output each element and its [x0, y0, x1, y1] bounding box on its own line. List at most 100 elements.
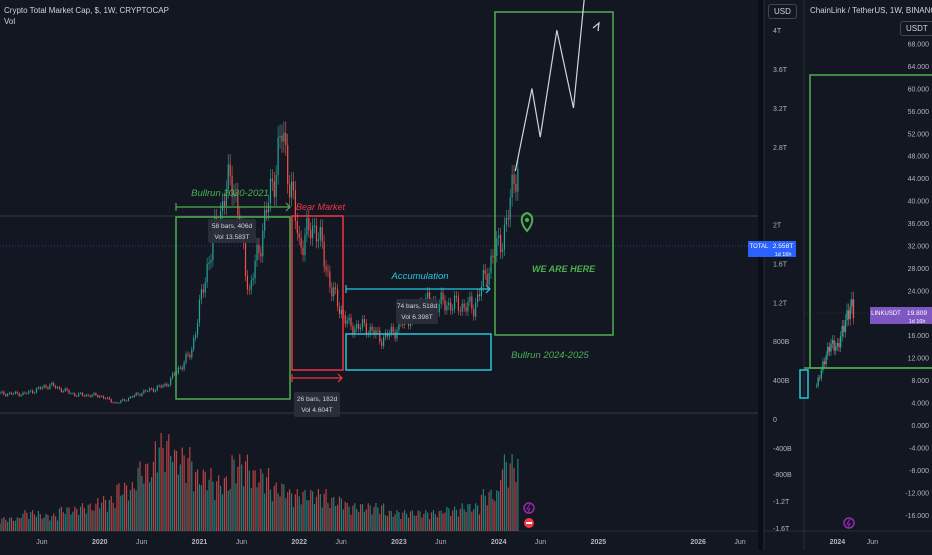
candle-body — [32, 390, 34, 394]
link-y-tick-label: 52.000 — [908, 131, 930, 138]
volume-bar — [469, 504, 471, 531]
candle-body — [471, 296, 473, 310]
candle-body — [47, 387, 49, 389]
candle-body — [313, 225, 316, 227]
candle-body — [139, 394, 141, 396]
volume-bar — [436, 517, 438, 531]
volume-bar — [195, 472, 197, 531]
volume-bar — [150, 477, 153, 531]
bear-market-box[interactable] — [291, 215, 344, 371]
lightning-event-icon[interactable] — [523, 502, 535, 514]
candle-body — [129, 396, 132, 399]
bullrun-2024-box[interactable] — [494, 11, 614, 336]
volume-bar — [166, 440, 168, 531]
candle-body — [160, 385, 162, 388]
x-tick-label: 2025 — [591, 539, 607, 546]
candle-body — [453, 295, 456, 309]
x-tick-label: Jun — [535, 539, 546, 546]
candle-body — [133, 395, 135, 398]
volume-bar — [369, 505, 371, 531]
volume-bar — [28, 518, 30, 531]
link-candle-body — [831, 340, 834, 344]
total-tag-label: TOTAL — [750, 244, 769, 250]
candle-body — [459, 310, 461, 312]
volume-bar — [102, 496, 105, 531]
candle-body — [118, 402, 120, 404]
candle-body — [26, 393, 28, 395]
volume-bar — [179, 464, 181, 531]
volume-bar — [350, 514, 352, 531]
volume-bar — [473, 509, 475, 531]
accumulation-box[interactable] — [345, 333, 492, 371]
y-tick-label: 0 — [773, 417, 777, 424]
currency-button-left[interactable]: USD — [768, 4, 797, 19]
volume-bar — [348, 506, 350, 531]
lightning-event-icon-right[interactable] — [843, 517, 855, 529]
x-tick-label: 2024 — [491, 539, 507, 546]
currency-button-right[interactable]: USDT — [900, 21, 932, 36]
volume-bar — [434, 514, 436, 531]
volume-bar — [185, 483, 187, 531]
volume-bar — [200, 485, 202, 531]
candle-body — [72, 393, 74, 395]
volume-bar — [246, 454, 249, 531]
dividend-event-icon[interactable] — [524, 518, 534, 528]
volume-bar — [95, 503, 97, 531]
candle-body — [204, 282, 206, 293]
accumulation-range-arrow — [345, 284, 491, 294]
volume-bar — [51, 516, 53, 531]
candle-body — [8, 392, 11, 394]
volume-bar — [321, 507, 323, 531]
candle-body — [350, 317, 352, 327]
candle-body — [89, 395, 91, 397]
volume-bar — [229, 489, 231, 531]
candle-body — [323, 241, 325, 267]
volume-bar — [227, 490, 229, 531]
bullrun-2020-box[interactable] — [175, 216, 291, 400]
volume-bar — [212, 481, 214, 531]
link-y-tick-label: 68.000 — [908, 42, 930, 49]
volume-bar — [335, 505, 337, 531]
volume-bar — [141, 475, 143, 531]
stats-tooltip-bullrun: 58 bars, 406d Vol 13.583T — [208, 219, 256, 243]
candle-body — [172, 373, 174, 379]
candle-body — [106, 397, 109, 399]
projection-path[interactable] — [514, 0, 598, 172]
volume-bar — [499, 479, 502, 531]
volume-bar — [56, 520, 59, 531]
volume-bar — [133, 488, 135, 531]
candle-body — [275, 174, 277, 198]
volume-bar — [457, 516, 460, 531]
candle-body — [503, 224, 506, 250]
volume-bar — [507, 487, 509, 531]
candle-body — [448, 302, 450, 306]
volume-bar — [191, 461, 193, 531]
volume-bar — [87, 504, 89, 531]
candle-body — [108, 397, 110, 400]
candle-body — [381, 341, 383, 347]
volume-bar — [501, 469, 504, 531]
volume-bar — [43, 517, 45, 531]
volume-bar — [266, 477, 268, 531]
link-y-tick-label: 4.000 — [911, 401, 929, 408]
candle-body — [344, 314, 346, 324]
volume-bar — [256, 487, 258, 531]
candle-body — [308, 217, 310, 231]
volume-bar — [235, 483, 237, 531]
volume-bar — [193, 491, 195, 531]
volume-bar — [131, 482, 133, 531]
total-tag-value: 2.558T — [773, 243, 794, 250]
candle-body — [465, 307, 467, 312]
y-tick-label: 2T — [773, 223, 782, 230]
stats-tooltip-accumulation: 74 bars, 518d Vol 6.398T — [396, 299, 438, 324]
volume-bar — [459, 508, 461, 531]
volume-bar — [513, 467, 515, 531]
candle-body — [283, 132, 285, 142]
volume-bar — [327, 502, 329, 531]
volume-bar — [5, 519, 7, 531]
volume-bar — [411, 510, 413, 531]
candle-body — [490, 255, 492, 274]
candle-body — [358, 324, 360, 329]
panel-divider[interactable] — [758, 0, 764, 550]
link-accumulation-box[interactable] — [799, 369, 809, 399]
